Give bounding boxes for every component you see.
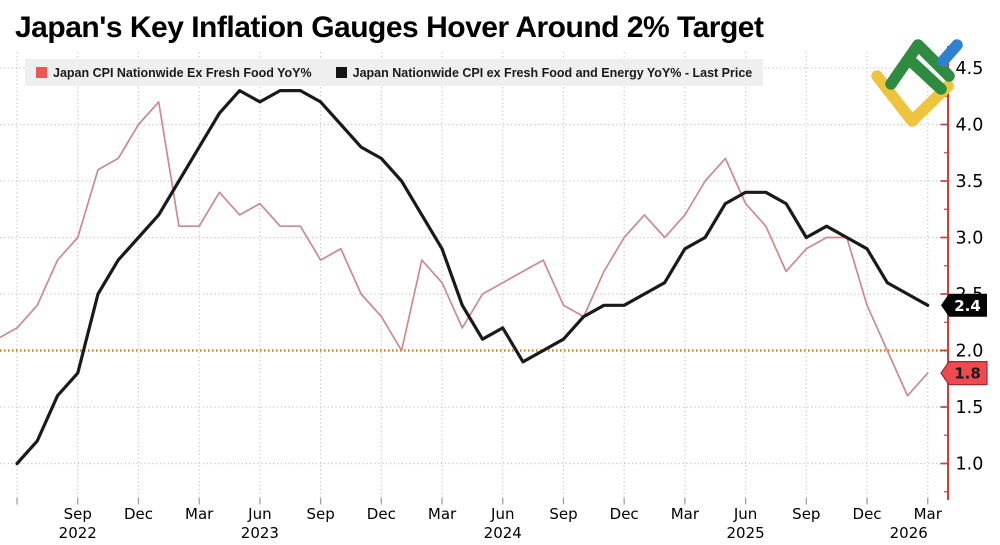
vertical-gridlines xyxy=(16,52,929,504)
svg-text:2.0: 2.0 xyxy=(956,342,984,362)
svg-text:Jun: Jun xyxy=(247,505,271,523)
svg-text:Sep: Sep xyxy=(64,505,92,523)
legend: Japan CPI Nationwide Ex Fresh Food YoY% … xyxy=(25,59,764,86)
x-axis-tick-marks xyxy=(16,498,929,505)
legend-label-cpi-ex-fresh-food: Japan CPI Nationwide Ex Fresh Food YoY% xyxy=(53,65,312,80)
litefinance-logo-icon xyxy=(871,39,963,127)
svg-text:Dec: Dec xyxy=(853,505,882,523)
svg-text:1.5: 1.5 xyxy=(956,398,984,418)
svg-text:Sep: Sep xyxy=(792,505,820,523)
logo-green-bar xyxy=(907,57,947,95)
svg-text:2025: 2025 xyxy=(727,524,765,542)
y-axis xyxy=(940,46,949,500)
svg-text:Jun: Jun xyxy=(490,505,514,523)
svg-text:Sep: Sep xyxy=(306,505,334,523)
legend-item-cpi-ex-fresh-food: Japan CPI Nationwide Ex Fresh Food YoY% xyxy=(36,66,312,80)
legend-item-cpi-ex-fresh-food-energy: Japan Nationwide CPI ex Fresh Food and E… xyxy=(335,65,753,80)
last-price-tag-1.8: 1.8 xyxy=(940,361,988,386)
legend-swatch-black-icon xyxy=(335,67,347,78)
svg-text:2026: 2026 xyxy=(890,524,928,542)
logo-green-peak xyxy=(885,39,955,90)
legend-swatch-red-icon xyxy=(36,67,47,78)
svg-text:3.5: 3.5 xyxy=(956,172,984,192)
chart-title: Japan's Key Inflation Gauges Hover Aroun… xyxy=(15,11,764,44)
logo-blue-tip xyxy=(937,39,963,67)
svg-text:Sep: Sep xyxy=(549,505,577,523)
svg-text:Mar: Mar xyxy=(671,505,700,523)
svg-text:4.0: 4.0 xyxy=(956,116,984,136)
svg-text:2022: 2022 xyxy=(59,524,97,542)
last-price-tag-2.4: 2.4 xyxy=(941,293,987,317)
svg-text:3.0: 3.0 xyxy=(956,229,984,249)
series-line-japan-cpi-ex-fresh-food-energy-yoy xyxy=(15,88,930,466)
legend-label-cpi-ex-fresh-food-energy: Japan Nationwide CPI ex Fresh Food and E… xyxy=(352,65,753,80)
svg-text:Mar: Mar xyxy=(914,505,943,523)
svg-text:1.0: 1.0 xyxy=(956,455,984,475)
logo-yellow-check xyxy=(871,70,954,127)
svg-text:Jun: Jun xyxy=(733,505,757,523)
svg-text:1.8: 1.8 xyxy=(954,365,981,383)
svg-text:2.4: 2.4 xyxy=(954,297,981,315)
svg-text:Mar: Mar xyxy=(428,505,457,523)
svg-text:Dec: Dec xyxy=(610,505,639,523)
svg-text:2023: 2023 xyxy=(241,524,279,542)
svg-text:Dec: Dec xyxy=(367,505,396,523)
series-line-japan-cpi-ex-fresh-food-yoy xyxy=(0,101,929,397)
svg-text:4.5: 4.5 xyxy=(956,59,984,79)
svg-text:2024: 2024 xyxy=(484,524,522,542)
svg-text:Dec: Dec xyxy=(124,505,153,523)
svg-text:Mar: Mar xyxy=(185,505,214,523)
